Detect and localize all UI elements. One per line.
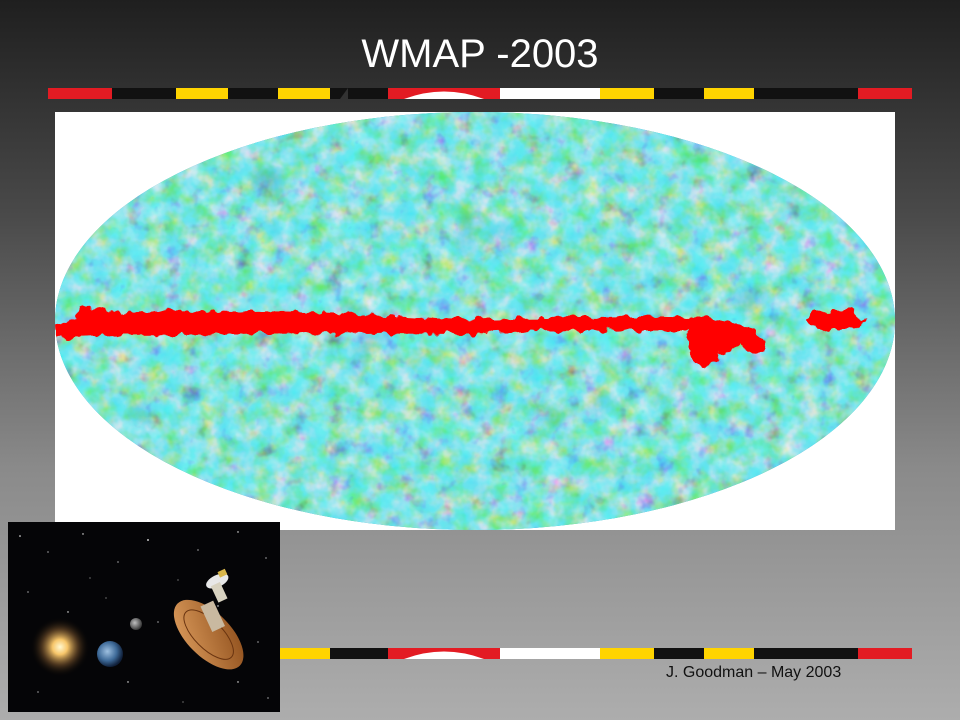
wmap-satellite-inset (8, 522, 280, 712)
cmb-sky-map (55, 112, 895, 530)
author-credit: J. Goodman – May 2003 (666, 664, 842, 681)
slide-title: WMAP -2003 (361, 32, 599, 76)
earth-icon (97, 641, 123, 667)
sun-icon (30, 617, 90, 677)
galactic-plane (55, 308, 865, 366)
maryland-flag-stripe-top (48, 88, 912, 99)
satellite-icon (173, 568, 244, 670)
moon-icon (130, 618, 142, 630)
starfield (19, 531, 269, 703)
